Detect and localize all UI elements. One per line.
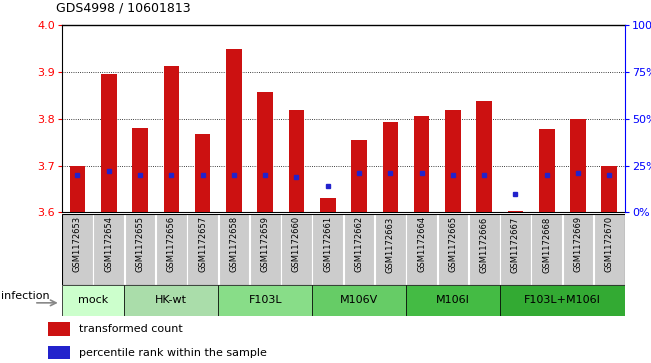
Bar (508, 211, 523, 212)
FancyBboxPatch shape (219, 214, 249, 285)
Text: GSM1172653: GSM1172653 (73, 216, 82, 272)
Bar (602, 166, 617, 212)
Text: transformed count: transformed count (79, 324, 182, 334)
FancyBboxPatch shape (594, 214, 625, 285)
Bar (132, 128, 148, 212)
Bar (570, 119, 586, 212)
Text: GSM1172664: GSM1172664 (417, 216, 426, 272)
Text: GSM1172663: GSM1172663 (386, 216, 395, 273)
FancyBboxPatch shape (124, 285, 218, 316)
FancyBboxPatch shape (187, 214, 218, 285)
Text: percentile rank within the sample: percentile rank within the sample (79, 348, 267, 358)
FancyBboxPatch shape (312, 214, 343, 285)
Bar (48, 346, 70, 359)
Text: GSM1172656: GSM1172656 (167, 216, 176, 272)
Text: GSM1172667: GSM1172667 (511, 216, 520, 273)
Text: GSM1172668: GSM1172668 (542, 216, 551, 273)
FancyBboxPatch shape (125, 214, 156, 285)
FancyBboxPatch shape (500, 285, 625, 316)
Bar (539, 129, 555, 212)
Bar (257, 92, 273, 212)
Bar (70, 166, 85, 212)
Text: GSM1172669: GSM1172669 (574, 216, 583, 272)
FancyBboxPatch shape (375, 214, 406, 285)
Text: GSM1172657: GSM1172657 (198, 216, 207, 272)
FancyBboxPatch shape (62, 214, 93, 285)
Text: GSM1172659: GSM1172659 (260, 216, 270, 272)
FancyBboxPatch shape (500, 214, 531, 285)
Text: infection: infection (1, 291, 50, 301)
Text: M106V: M106V (340, 295, 378, 305)
Text: GSM1172658: GSM1172658 (229, 216, 238, 272)
Bar (445, 110, 461, 212)
FancyBboxPatch shape (312, 285, 406, 316)
Text: F103L+M106I: F103L+M106I (524, 295, 601, 305)
Bar (101, 74, 117, 212)
Bar (226, 49, 242, 212)
FancyBboxPatch shape (62, 285, 124, 316)
FancyBboxPatch shape (281, 214, 312, 285)
FancyBboxPatch shape (562, 214, 593, 285)
Text: mock: mock (78, 295, 108, 305)
Bar (195, 134, 210, 212)
Text: HK-wt: HK-wt (156, 295, 187, 305)
Bar (163, 66, 179, 212)
FancyBboxPatch shape (531, 214, 562, 285)
FancyBboxPatch shape (156, 214, 187, 285)
Bar (320, 198, 335, 212)
Text: GSM1172661: GSM1172661 (324, 216, 332, 272)
Bar (288, 110, 304, 212)
FancyBboxPatch shape (94, 214, 124, 285)
FancyBboxPatch shape (437, 214, 468, 285)
Bar (48, 322, 70, 336)
Text: GSM1172666: GSM1172666 (480, 216, 489, 273)
FancyBboxPatch shape (344, 214, 374, 285)
Text: GSM1172665: GSM1172665 (449, 216, 458, 272)
Bar (414, 116, 430, 212)
Text: GDS4998 / 10601813: GDS4998 / 10601813 (56, 1, 191, 14)
Bar (352, 140, 367, 212)
FancyBboxPatch shape (469, 214, 499, 285)
Bar (477, 101, 492, 212)
Bar (383, 122, 398, 212)
FancyBboxPatch shape (250, 214, 281, 285)
Text: GSM1172670: GSM1172670 (605, 216, 614, 272)
FancyBboxPatch shape (406, 214, 437, 285)
FancyBboxPatch shape (218, 285, 312, 316)
Text: GSM1172655: GSM1172655 (135, 216, 145, 272)
Text: GSM1172662: GSM1172662 (355, 216, 363, 272)
Text: GSM1172660: GSM1172660 (292, 216, 301, 272)
Text: F103L: F103L (249, 295, 282, 305)
FancyBboxPatch shape (406, 285, 500, 316)
Text: M106I: M106I (436, 295, 470, 305)
Text: GSM1172654: GSM1172654 (104, 216, 113, 272)
